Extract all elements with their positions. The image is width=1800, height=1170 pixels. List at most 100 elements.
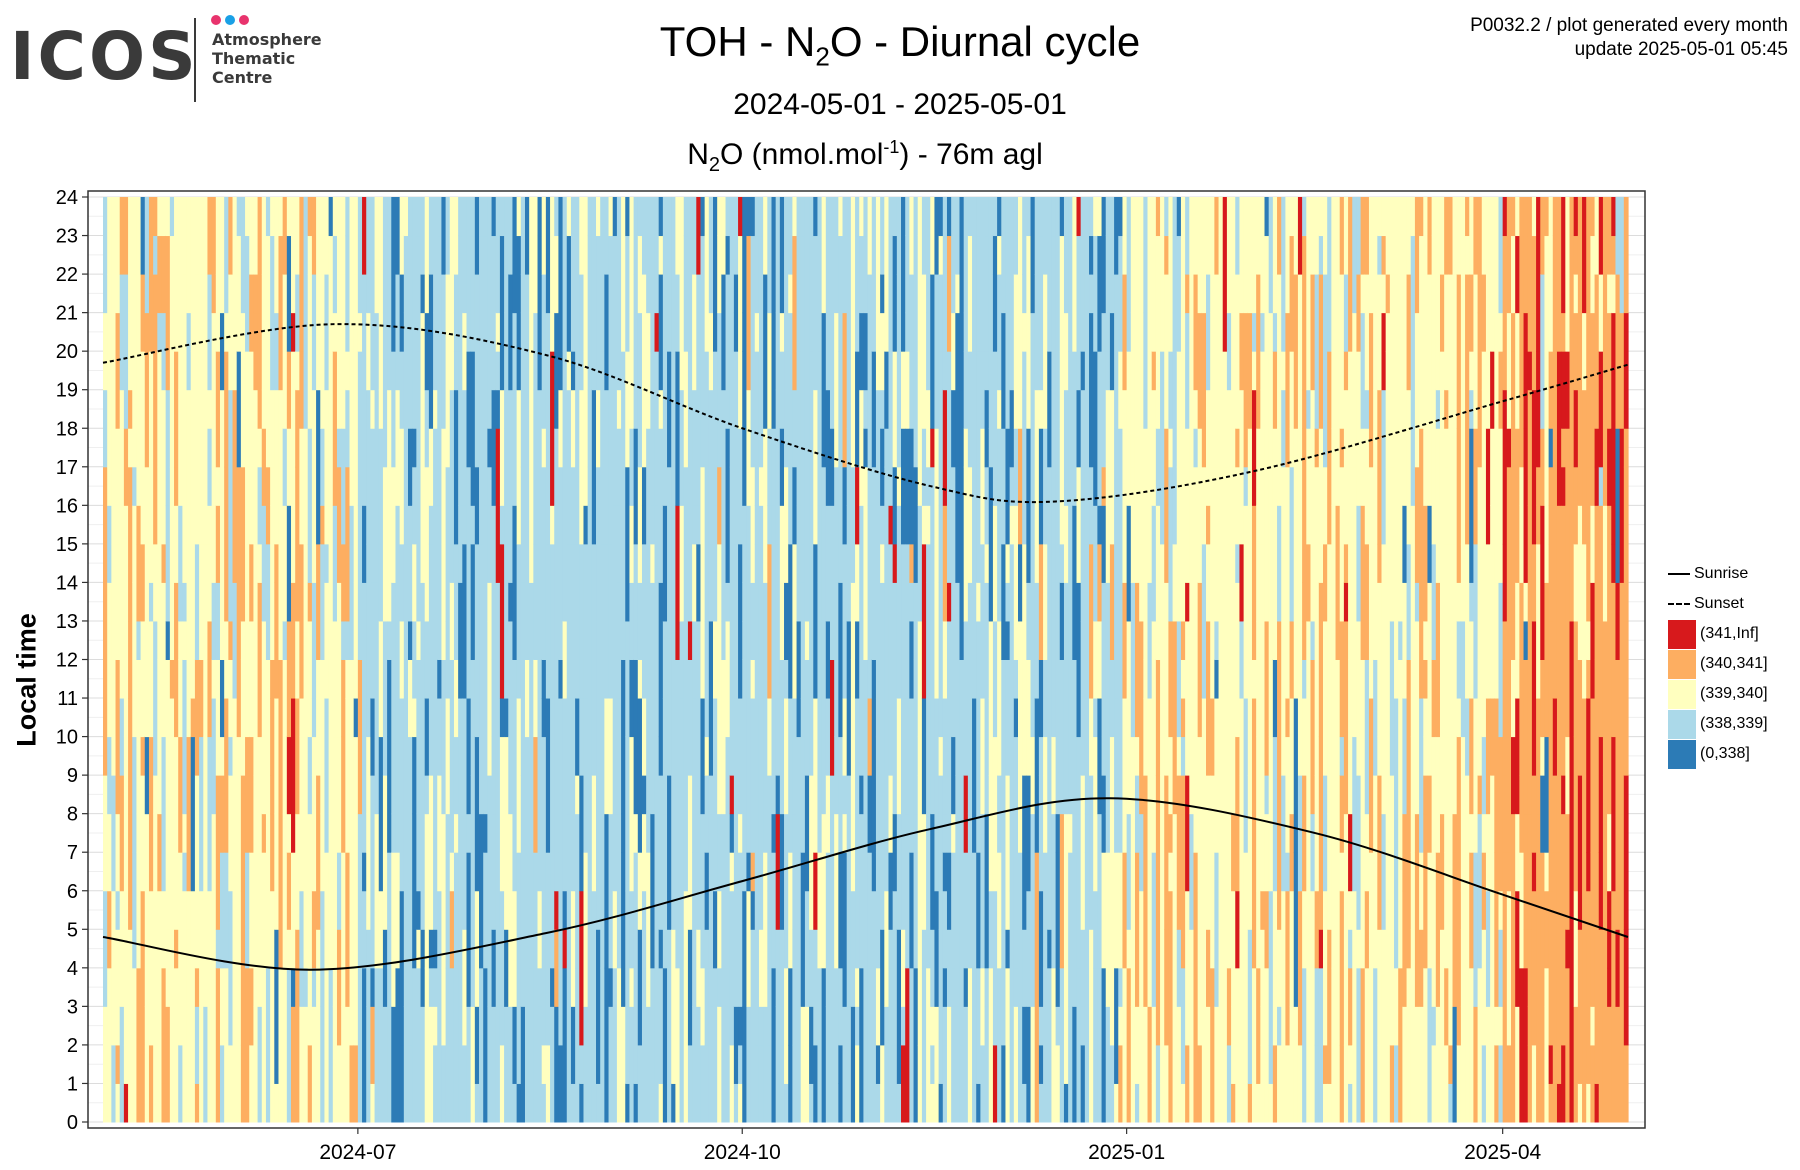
- heatmap-cell: [771, 659, 777, 815]
- heatmap-cell: [733, 1083, 739, 1123]
- logo-dot: [225, 15, 235, 25]
- heatmap-cell: [1523, 813, 1529, 930]
- heatmap-cell: [700, 312, 706, 468]
- heatmap-cell: [641, 197, 647, 275]
- heatmap-cell: [1318, 505, 1324, 545]
- heatmap-cell: [215, 582, 221, 660]
- heatmap-cell: [621, 659, 626, 815]
- heatmap-cell: [708, 775, 714, 815]
- heatmap-cell: [115, 312, 121, 429]
- heatmap-cell: [499, 505, 505, 545]
- legend-item-class: (340,341]: [1668, 649, 1768, 679]
- heatmap-cell: [270, 466, 275, 506]
- heatmap-cell: [758, 659, 764, 699]
- heatmap-cell: [821, 620, 827, 738]
- heatmap-cell: [1239, 197, 1245, 314]
- heatmap-cell: [128, 620, 133, 699]
- y-tick-label: 8: [67, 804, 78, 826]
- heatmap-cell: [1389, 197, 1395, 275]
- heatmap-cell: [616, 582, 622, 699]
- heatmap-cell: [194, 543, 200, 660]
- heatmap-cell: [245, 235, 250, 314]
- heatmap-cell: [997, 389, 1002, 429]
- heatmap-cell: [387, 466, 392, 622]
- heatmap-cell: [637, 620, 643, 660]
- heatmap-cell: [654, 197, 660, 314]
- heatmap-cell: [1089, 466, 1094, 545]
- heatmap-cell: [1260, 389, 1266, 545]
- heatmap-cell: [524, 466, 530, 622]
- logo-dot: [211, 15, 221, 25]
- heatmap-cell: [654, 967, 660, 1123]
- heatmap-cell: [1076, 775, 1082, 815]
- heatmap-cell: [1306, 235, 1312, 391]
- heatmap-cell: [658, 582, 664, 738]
- heatmap-cell: [1251, 505, 1257, 622]
- heatmap-cell: [123, 582, 129, 738]
- heatmap-cell: [1323, 312, 1328, 468]
- heatmap-cell: [1506, 466, 1512, 622]
- heatmap-cell: [1373, 967, 1378, 1123]
- heatmap-cell: [771, 505, 777, 622]
- heatmap-cell: [186, 235, 192, 314]
- heatmap-cell: [240, 775, 246, 892]
- heatmap-cell: [1143, 312, 1149, 429]
- heatmap-cell: [541, 659, 547, 699]
- heatmap-cell: [867, 967, 873, 1123]
- heatmap-cell: [1556, 197, 1562, 352]
- heatmap-cell: [1139, 312, 1144, 391]
- heatmap-cell: [838, 967, 844, 1046]
- heatmap-cell: [378, 428, 384, 545]
- heatmap-cell: [1043, 852, 1048, 969]
- heatmap-cell: [508, 698, 514, 738]
- heatmap-cell: [888, 929, 894, 969]
- heatmap-cell: [1022, 929, 1027, 1007]
- heatmap-cell: [316, 698, 321, 738]
- heatmap-cell: [462, 929, 468, 1046]
- heatmap-cell: [1147, 967, 1153, 1007]
- heatmap-cell: [1402, 890, 1408, 1007]
- heatmap-cell: [199, 389, 204, 545]
- heatmap-cell: [955, 274, 961, 314]
- heatmap-cell: [374, 582, 380, 660]
- heatmap-cell: [1485, 1006, 1491, 1046]
- heatmap-cell: [1180, 428, 1186, 468]
- heatmap-cell: [161, 736, 167, 892]
- heatmap-cell: [533, 659, 539, 738]
- heatmap-cell: [453, 659, 459, 738]
- heatmap-cell: [291, 389, 296, 468]
- heatmap-cell: [1323, 543, 1328, 622]
- heatmap-cell: [165, 620, 171, 660]
- heatmap-cell: [654, 775, 660, 892]
- heatmap-cell: [537, 197, 543, 237]
- heatmap-cell: [1498, 428, 1504, 468]
- heatmap-cell: [583, 659, 589, 699]
- heatmap-cell: [1030, 428, 1036, 583]
- heatmap-cell: [713, 351, 718, 506]
- heatmap-cell: [1602, 274, 1608, 391]
- heatmap-cell: [1038, 1044, 1044, 1084]
- heatmap-cell: [232, 235, 238, 391]
- heatmap-cell: [867, 351, 873, 506]
- heatmap-cell: [562, 736, 568, 853]
- heatmap-cell: [992, 620, 998, 738]
- heatmap-cell: [984, 813, 990, 969]
- heatmap-cell: [1310, 197, 1316, 275]
- heatmap-cell: [274, 929, 280, 1084]
- heatmap-cell: [687, 543, 693, 622]
- heatmap-cell: [1251, 929, 1257, 969]
- heatmap-cell: [387, 659, 392, 738]
- heatmap-cell: [1414, 197, 1420, 314]
- heatmap-cell: [211, 698, 217, 815]
- heatmap-cell: [658, 428, 664, 583]
- heatmap-cell: [562, 620, 568, 699]
- heatmap-cell: [679, 967, 685, 1123]
- heatmap-cell: [1611, 274, 1617, 314]
- heatmap-cell: [667, 620, 672, 776]
- heatmap-cell: [403, 235, 409, 314]
- heatmap-cell: [796, 235, 802, 275]
- heatmap-cell: [625, 736, 631, 892]
- heatmap-cell: [938, 736, 944, 776]
- heatmap-cell: [934, 428, 940, 545]
- heatmap-cell: [1448, 428, 1454, 545]
